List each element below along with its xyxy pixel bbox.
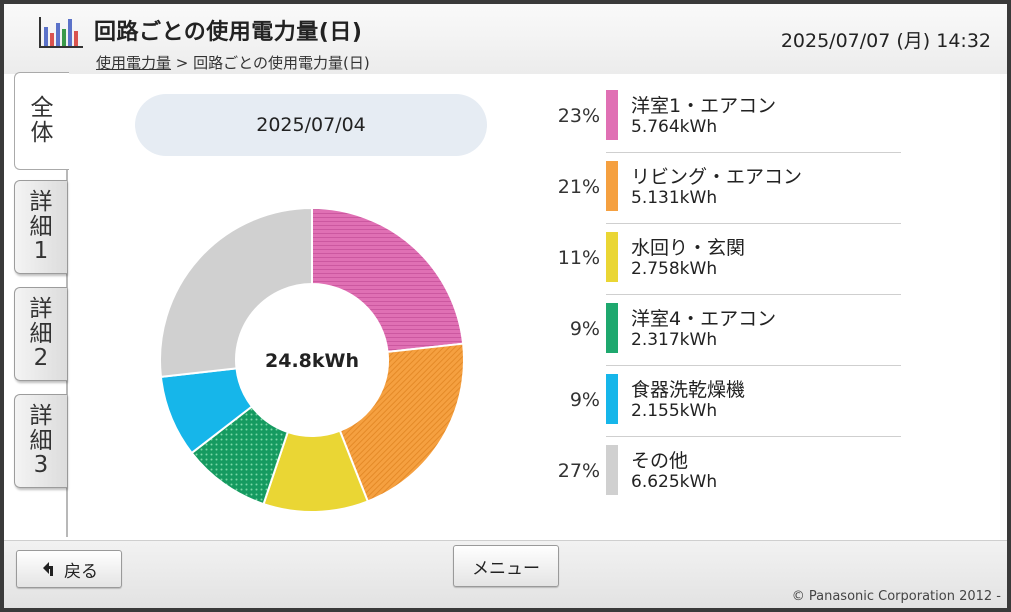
tab-label: 体	[30, 120, 54, 146]
footer: 戻る メニュー © Panasonic Corporation 2012 -	[4, 540, 1007, 608]
date-selector[interactable]: 2025/07/04	[135, 94, 487, 156]
legend-swatch	[606, 161, 618, 211]
back-button-label: 戻る	[64, 561, 98, 582]
tab-label: 細	[29, 320, 53, 347]
legend-item[interactable]: 11% 水回り・玄関 2.758kWh	[544, 230, 904, 301]
legend-swatch	[606, 90, 618, 140]
tab-detail-1[interactable]: 詳 細 1	[14, 180, 67, 274]
copyright-text: © Panasonic Corporation 2012 -	[791, 589, 1001, 604]
legend-kwh: 2.155kWh	[631, 401, 718, 421]
back-button[interactable]: 戻る	[16, 550, 122, 588]
legend-kwh: 2.317kWh	[631, 330, 718, 350]
tab-overall[interactable]: 全 体	[14, 72, 69, 170]
legend-circuit-name: 食器洗乾燥機	[631, 379, 746, 401]
tab-label: 詳	[29, 295, 53, 322]
legend-item[interactable]: 23% 洋室1・エアコン 5.764kWh	[544, 88, 904, 159]
legend-percent: 27%	[557, 460, 600, 482]
header: 回路ごとの使用電力量(日) 使用電力量 > 回路ごとの使用電力量(日) 2025…	[4, 4, 1007, 74]
legend-item[interactable]: 27% その他 6.625kWh	[544, 443, 904, 514]
donut-slice	[338, 342, 465, 503]
legend-kwh: 5.764kWh	[631, 117, 718, 137]
legend-circuit-name: その他	[631, 450, 689, 472]
legend-divider	[606, 436, 901, 437]
legend-divider	[606, 152, 901, 153]
tab-label: 細	[29, 427, 53, 454]
tab-label: 詳	[29, 188, 53, 215]
tab-label: 細	[29, 213, 53, 240]
tab-label: 2	[33, 345, 49, 372]
tab-rail-divider	[66, 97, 68, 537]
breadcrumb-link-usage[interactable]: 使用電力量	[96, 54, 172, 72]
legend-item[interactable]: 21% リビング・エアコン 5.131kWh	[544, 159, 904, 230]
legend-divider	[606, 294, 901, 295]
legend-percent: 9%	[569, 389, 600, 411]
legend-swatch	[606, 303, 618, 353]
bar-chart-icon	[39, 17, 83, 48]
legend-kwh: 6.625kWh	[631, 472, 718, 492]
donut-chart: 24.8kWh	[159, 207, 465, 513]
back-arrow-icon	[43, 562, 53, 576]
legend-kwh: 2.758kWh	[631, 259, 718, 279]
legend-swatch	[606, 374, 618, 424]
tab-label: 詳	[29, 402, 53, 429]
legend-circuit-name: 洋室1・エアコン	[631, 95, 777, 117]
donut-slice	[159, 207, 313, 378]
legend-percent: 21%	[557, 176, 600, 198]
tab-label: 1	[33, 238, 49, 265]
breadcrumb-current: 回路ごとの使用電力量(日)	[193, 54, 370, 72]
page-title: 回路ごとの使用電力量(日)	[94, 20, 363, 45]
legend-kwh: 5.131kWh	[631, 188, 718, 208]
tab-label: 全	[30, 95, 54, 122]
legend-percent: 11%	[557, 247, 600, 269]
legend-circuit-name: リビング・エアコン	[631, 166, 803, 188]
current-datetime: 2025/07/07 (月) 14:32	[780, 30, 991, 52]
legend-swatch	[606, 445, 618, 495]
legend-divider	[606, 223, 901, 224]
tab-label: 3	[33, 452, 49, 479]
breadcrumb-separator: >	[175, 54, 189, 72]
legend-percent: 9%	[569, 318, 600, 340]
tab-detail-3[interactable]: 詳 細 3	[14, 394, 67, 488]
legend-item[interactable]: 9% 食器洗乾燥機 2.155kWh	[544, 372, 904, 443]
legend-item[interactable]: 9% 洋室4・エアコン 2.317kWh	[544, 301, 904, 372]
legend-swatch	[606, 232, 618, 282]
tab-detail-2[interactable]: 詳 細 2	[14, 287, 67, 381]
app-window: 回路ごとの使用電力量(日) 使用電力量 > 回路ごとの使用電力量(日) 2025…	[4, 4, 1007, 608]
legend-circuit-name: 水回り・玄関	[631, 237, 746, 259]
donut-slice	[311, 207, 465, 353]
legend-divider	[606, 365, 901, 366]
total-kwh-label: 24.8kWh	[265, 350, 359, 372]
breadcrumb: 使用電力量 > 回路ごとの使用電力量(日)	[96, 52, 370, 73]
legend-percent: 23%	[557, 105, 600, 127]
menu-button[interactable]: メニュー	[453, 545, 559, 587]
legend-circuit-name: 洋室4・エアコン	[631, 308, 777, 330]
